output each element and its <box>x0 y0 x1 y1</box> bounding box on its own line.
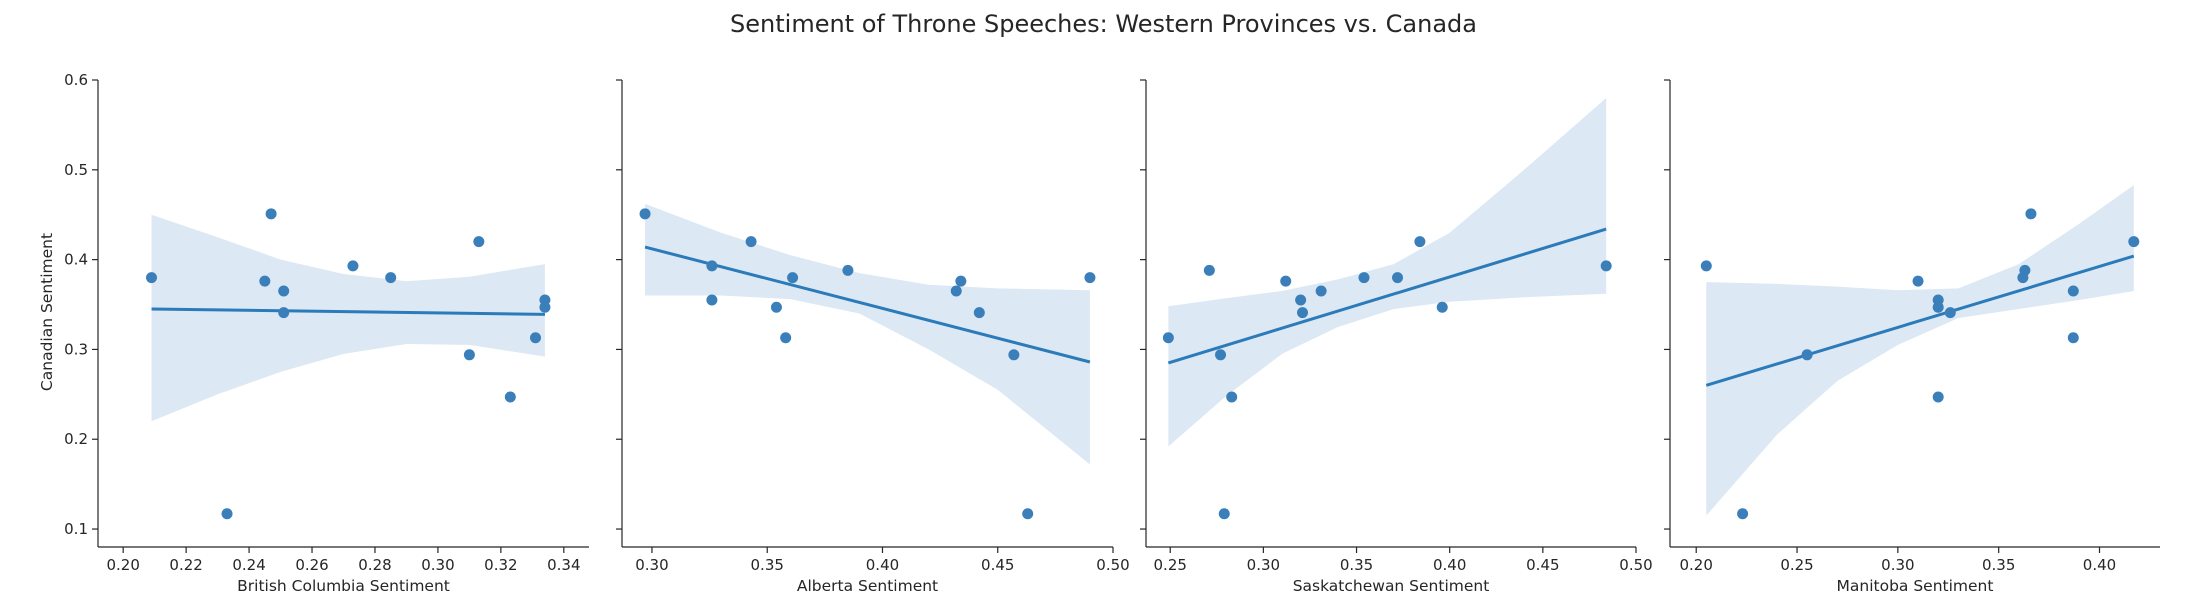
data-point <box>780 332 792 344</box>
data-point <box>1358 272 1370 284</box>
data-point <box>1737 508 1749 520</box>
data-point <box>1801 349 1813 361</box>
y-tick-label: 0.4 <box>64 251 88 269</box>
data-point <box>278 285 290 297</box>
regression-line <box>1167 227 1607 365</box>
x-tick-label: 0.40 <box>1433 556 1466 574</box>
data-point <box>1295 294 1307 306</box>
x-axis-label: British Columbia Sentiment <box>237 577 450 595</box>
x-tick-label: 0.50 <box>1096 556 1129 574</box>
data-point <box>1600 260 1612 272</box>
confidence-band <box>151 214 545 422</box>
y-axis-label: Canadian Sentiment <box>38 233 56 391</box>
data-point <box>1392 272 1404 284</box>
data-point <box>2025 208 2037 220</box>
regression-line <box>151 307 545 316</box>
data-point <box>842 264 854 276</box>
data-point <box>745 236 757 248</box>
x-tick-label: 0.34 <box>547 556 580 574</box>
data-point <box>1912 275 1924 287</box>
x-axis-label: Saskatchewan Sentiment <box>1293 577 1490 595</box>
data-point <box>265 208 277 220</box>
y-tick-label: 0.2 <box>64 430 88 448</box>
data-point <box>278 307 290 319</box>
x-tick-label: 0.20 <box>106 556 139 574</box>
x-tick-label: 0.35 <box>1340 556 1373 574</box>
data-point <box>473 236 485 248</box>
x-tick-label: 0.40 <box>2083 556 2116 574</box>
data-point <box>504 391 516 403</box>
data-point <box>1084 272 1096 284</box>
data-point <box>973 307 985 319</box>
data-point <box>1932 391 1944 403</box>
data-point <box>1280 275 1292 287</box>
data-point <box>1944 307 1956 319</box>
y-tick-label: 0.3 <box>64 340 88 358</box>
data-point <box>1162 332 1174 344</box>
data-point <box>1315 285 1327 297</box>
x-tick-label: 0.30 <box>1247 556 1280 574</box>
data-point <box>2067 332 2079 344</box>
data-point <box>706 294 718 306</box>
data-point <box>1414 236 1426 248</box>
data-point <box>1215 349 1227 361</box>
confidence-band <box>1706 185 2134 516</box>
data-point <box>1932 301 1944 313</box>
x-tick-label: 0.30 <box>1881 556 1914 574</box>
x-tick-label: 0.25 <box>1154 556 1187 574</box>
data-point <box>1700 260 1712 272</box>
x-tick-label: 0.30 <box>421 556 454 574</box>
x-axis-label: Alberta Sentiment <box>797 577 938 595</box>
data-point <box>1436 301 1448 313</box>
x-tick-label: 0.24 <box>232 556 265 574</box>
y-tick-label: 0.1 <box>64 520 88 538</box>
data-point <box>2019 264 2031 276</box>
data-point <box>1203 264 1215 276</box>
x-tick-label: 0.22 <box>169 556 202 574</box>
data-point <box>1226 391 1238 403</box>
data-point <box>1022 508 1034 520</box>
x-tick-label: 0.35 <box>751 556 784 574</box>
data-point <box>347 260 359 272</box>
x-tick-label: 0.32 <box>484 556 517 574</box>
x-tick-label: 0.20 <box>1680 556 1713 574</box>
x-tick-label: 0.30 <box>635 556 668 574</box>
figure-title: Sentiment of Throne Speeches: Western Pr… <box>730 10 1477 38</box>
data-point <box>770 301 782 313</box>
data-point <box>706 260 718 272</box>
data-point <box>1008 349 1020 361</box>
data-point <box>221 508 233 520</box>
regression-line <box>644 245 1091 364</box>
confidence-band <box>1168 98 1607 447</box>
x-tick-label: 0.45 <box>1526 556 1559 574</box>
data-point <box>385 272 397 284</box>
data-point <box>787 272 799 284</box>
data-point <box>463 349 475 361</box>
y-tick-label: 0.5 <box>64 161 88 179</box>
data-point <box>2128 236 2140 248</box>
data-point <box>259 275 271 287</box>
x-tick-label: 0.40 <box>866 556 899 574</box>
x-tick-label: 0.25 <box>1780 556 1813 574</box>
x-tick-label: 0.50 <box>1619 556 1652 574</box>
x-tick-label: 0.45 <box>981 556 1014 574</box>
x-axis-label: Manitoba Sentiment <box>1837 577 1994 595</box>
data-point <box>1297 307 1309 319</box>
data-point <box>539 301 551 313</box>
data-point <box>1218 508 1230 520</box>
data-point <box>639 208 651 220</box>
x-tick-label: 0.35 <box>1982 556 2015 574</box>
regression-line <box>1705 254 2135 387</box>
x-tick-label: 0.28 <box>358 556 391 574</box>
data-point <box>950 285 962 297</box>
data-point <box>529 332 541 344</box>
x-tick-label: 0.26 <box>295 556 328 574</box>
data-point <box>2067 285 2079 297</box>
confidence-band <box>645 203 1090 465</box>
y-tick-label: 0.6 <box>64 71 88 89</box>
data-point <box>955 275 967 287</box>
data-point <box>146 272 158 284</box>
